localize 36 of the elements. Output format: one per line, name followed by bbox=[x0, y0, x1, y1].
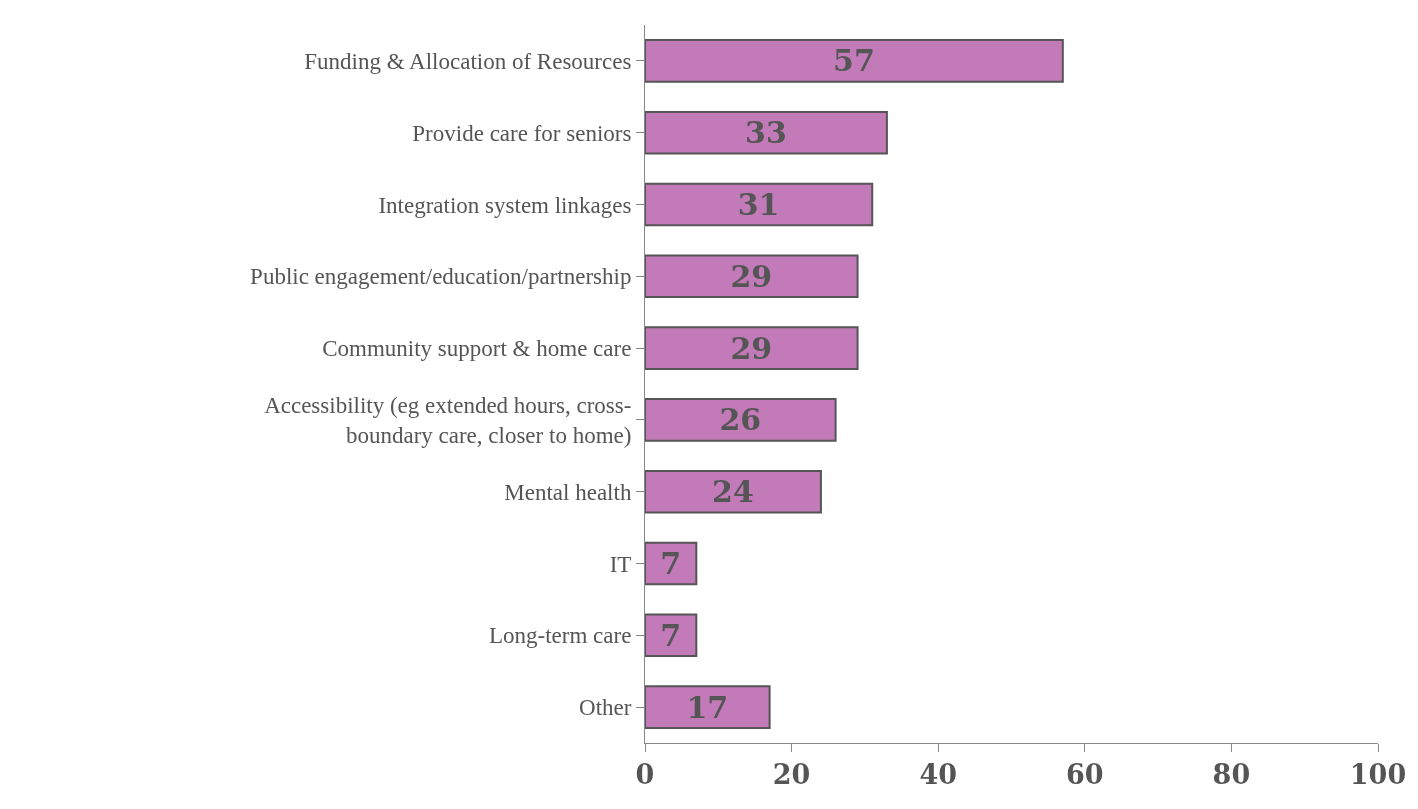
y-tick-label: Other bbox=[579, 695, 632, 721]
data-label: 33 bbox=[745, 115, 787, 151]
y-tick-label: Long-term care bbox=[488, 623, 632, 649]
data-label: 7 bbox=[660, 617, 682, 653]
y-tick-label: Accessibility (eg extended hours, cross- boundary care, closer to home) bbox=[264, 393, 632, 448]
bar bbox=[645, 398, 837, 442]
data-label: 29 bbox=[730, 258, 773, 294]
data-label: 57 bbox=[833, 43, 875, 79]
y-tick-label: Mental health bbox=[504, 479, 632, 505]
x-tick-label: 80 bbox=[1212, 759, 1251, 791]
bar bbox=[645, 685, 771, 729]
data-label: 31 bbox=[737, 187, 780, 222]
bar bbox=[645, 469, 822, 514]
y-tick-label: IT bbox=[609, 551, 632, 577]
bar bbox=[645, 110, 888, 155]
bar bbox=[645, 541, 698, 586]
bar bbox=[645, 182, 874, 227]
data-label: 26 bbox=[719, 402, 762, 438]
data-label: 17 bbox=[686, 689, 729, 725]
y-tick-label: Public engagement/education/partnership bbox=[250, 264, 632, 290]
x-tick-label: 40 bbox=[919, 759, 957, 791]
x-tick-label: 60 bbox=[1066, 759, 1104, 791]
x-tick-label: 20 bbox=[772, 759, 811, 791]
y-tick-label: Integration system linkages bbox=[378, 192, 632, 218]
y-tick-label: Funding & Allocation of Resources bbox=[304, 48, 632, 74]
bar bbox=[645, 254, 859, 299]
y-tick-label: Community support & home care bbox=[322, 336, 632, 362]
bar bbox=[645, 39, 1064, 83]
data-label: 7 bbox=[660, 546, 682, 581]
x-tick-label: 0 bbox=[635, 759, 655, 791]
x-tick-label: 100 bbox=[1349, 759, 1407, 791]
bar bbox=[645, 326, 859, 370]
y-tick-label: Provide care for seniors bbox=[412, 120, 632, 146]
bar bbox=[645, 613, 698, 658]
data-label: 29 bbox=[730, 330, 773, 366]
data-label: 24 bbox=[712, 474, 754, 510]
